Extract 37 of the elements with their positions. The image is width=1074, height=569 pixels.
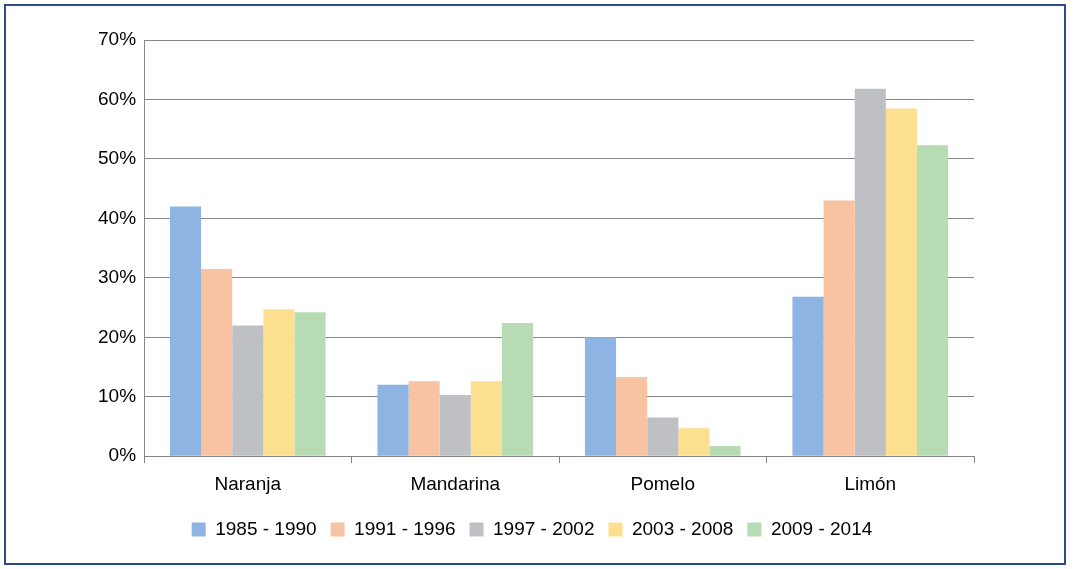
- bar: [916, 145, 949, 456]
- bar: [232, 325, 264, 456]
- bar: [169, 206, 202, 456]
- bar: [854, 88, 886, 456]
- legend-label: 1991 - 1996: [354, 517, 456, 539]
- bar: [201, 268, 233, 456]
- bar: [709, 446, 741, 456]
- bar: [885, 108, 917, 456]
- bar: [377, 384, 409, 456]
- bar: [470, 381, 502, 456]
- legend-label: 1997 - 2002: [493, 517, 595, 539]
- legend-label: 2009 - 2014: [770, 517, 873, 539]
- x-tick-label: Mandarina: [410, 472, 501, 494]
- y-tick-label: 30%: [98, 266, 137, 288]
- bar: [501, 323, 534, 456]
- y-tick-label: 0%: [108, 444, 137, 466]
- y-tick-label: 40%: [98, 206, 137, 228]
- y-tick-label: 60%: [98, 87, 137, 109]
- bar: [678, 428, 710, 456]
- y-tick-label: 10%: [98, 384, 137, 406]
- y-tick-label: 70%: [98, 28, 137, 50]
- bar: [647, 417, 679, 456]
- y-tick-label: 50%: [98, 147, 137, 169]
- y-tick-label: 20%: [98, 325, 137, 347]
- legend-label: 1985 - 1990: [215, 517, 317, 539]
- x-tick-label: Limón: [844, 472, 897, 494]
- legend-label: 2003 - 2008: [631, 517, 734, 539]
- x-tick-label: Pomelo: [630, 472, 695, 494]
- x-tick-label: Naranja: [214, 472, 282, 494]
- bar: [823, 200, 855, 456]
- bar: [439, 394, 471, 456]
- bar: [584, 337, 617, 456]
- bar: [408, 381, 440, 456]
- bar: [792, 296, 824, 456]
- bar: [616, 377, 648, 456]
- bar: [294, 312, 326, 456]
- bar: [263, 309, 295, 456]
